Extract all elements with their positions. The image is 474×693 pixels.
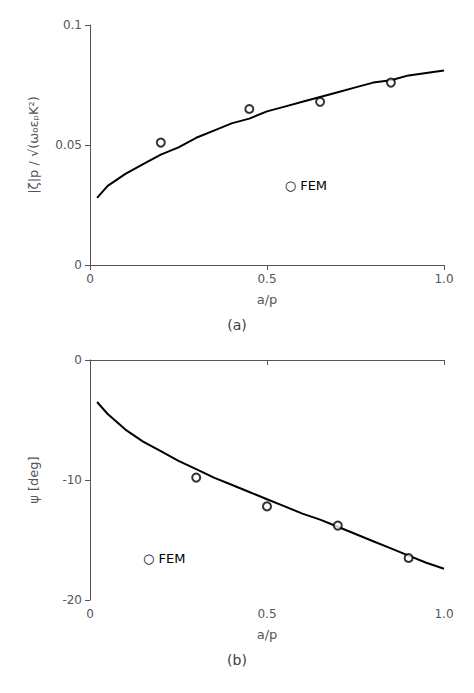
svg-text:(a): (a)	[227, 317, 247, 333]
svg-text:(b): (b)	[227, 652, 247, 668]
svg-text:0.05: 0.05	[55, 138, 82, 152]
svg-text:-20: -20	[62, 593, 82, 607]
svg-text:0.5: 0.5	[257, 607, 276, 621]
svg-text:-10: -10	[62, 473, 82, 487]
svg-text:a/p: a/p	[257, 627, 278, 642]
svg-text:0.5: 0.5	[257, 272, 276, 286]
svg-text:○ FEM: ○ FEM	[285, 178, 327, 193]
svg-text:|ζ|p / √(ω₀εₚK²): |ζ|p / √(ω₀εₚK²)	[26, 96, 41, 194]
svg-text:1.0: 1.0	[434, 272, 453, 286]
svg-text:0: 0	[86, 607, 94, 621]
svg-text:○ FEM: ○ FEM	[143, 551, 185, 566]
svg-text:ψ [deg]: ψ [deg]	[26, 456, 41, 503]
svg-text:0.1: 0.1	[63, 18, 82, 32]
svg-text:0: 0	[74, 258, 82, 272]
svg-text:0: 0	[86, 272, 94, 286]
svg-text:1.0: 1.0	[434, 607, 453, 621]
svg-text:0: 0	[74, 353, 82, 367]
svg-text:a/p: a/p	[257, 292, 278, 307]
